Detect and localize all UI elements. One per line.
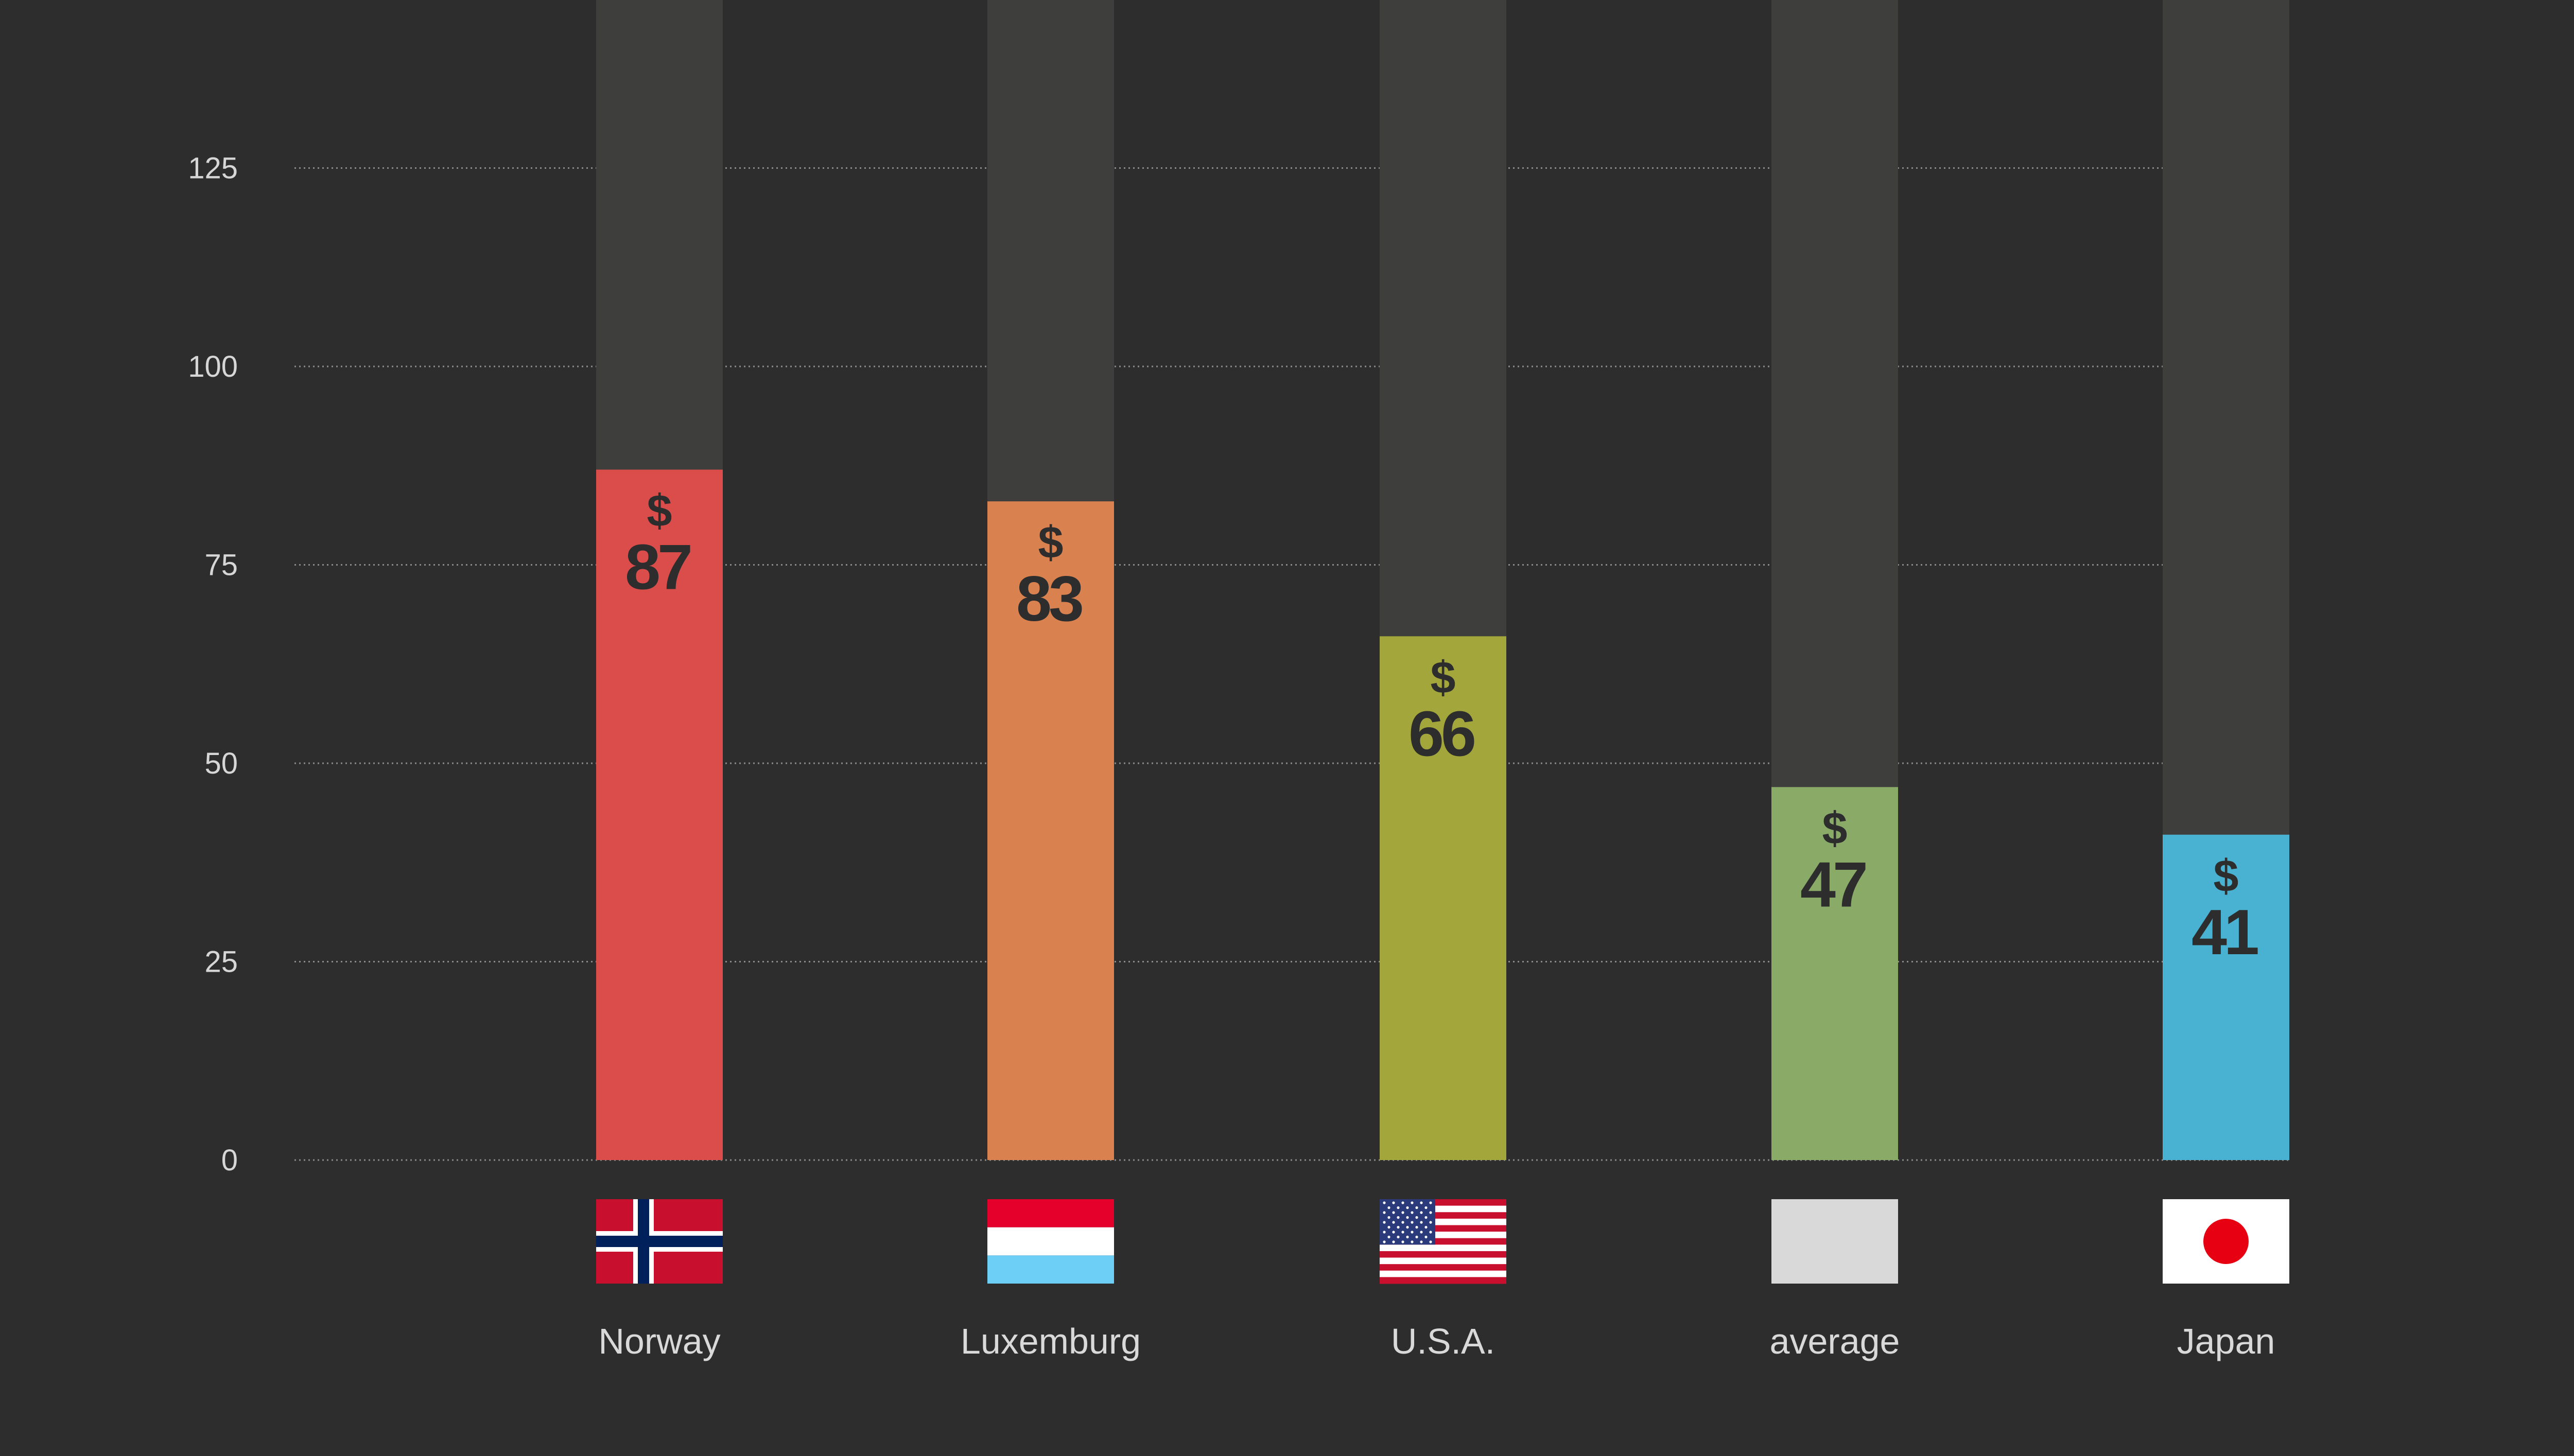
japan-flag-icon bbox=[2163, 1199, 2289, 1284]
bars bbox=[596, 469, 2289, 1161]
usa-flag-icon bbox=[1380, 1199, 1506, 1284]
bar bbox=[1380, 636, 1506, 1160]
y-tick-label: 25 bbox=[204, 945, 238, 979]
y-tick-label: 0 bbox=[221, 1144, 238, 1177]
data-label: 87 bbox=[625, 532, 690, 603]
y-tick-label: 50 bbox=[204, 747, 238, 780]
x-tick-label: Japan bbox=[2177, 1321, 2275, 1361]
data-label: 66 bbox=[1408, 698, 1474, 769]
data-label-currency: $ bbox=[2214, 850, 2239, 901]
data-label-currency: $ bbox=[1431, 652, 1456, 703]
norway-flag-icon bbox=[596, 1199, 723, 1284]
blank-flag-icon bbox=[1771, 1199, 1898, 1284]
flags bbox=[596, 1199, 2289, 1284]
y-tick-label: 100 bbox=[188, 350, 238, 383]
data-label-currency: $ bbox=[1822, 802, 1848, 853]
bar bbox=[987, 501, 1114, 1160]
bar bbox=[1771, 787, 1898, 1160]
data-label-currency: $ bbox=[1038, 517, 1064, 568]
luxembourg-flag-icon bbox=[987, 1199, 1114, 1284]
x-tick-label: Luxemburg bbox=[961, 1321, 1141, 1361]
x-tick-label: average bbox=[1770, 1321, 1900, 1361]
labels: 0 25 50 75 100 125 $87 Norway $83 Luxemburg $66 U.S… bbox=[188, 152, 2275, 1362]
y-tick-label: 75 bbox=[204, 549, 238, 582]
gridlines bbox=[294, 167, 2290, 1161]
bar bbox=[2163, 834, 2289, 1160]
data-label-currency: $ bbox=[647, 485, 672, 536]
bar bbox=[596, 469, 723, 1161]
data-label: 83 bbox=[1016, 564, 1082, 635]
data-label: 41 bbox=[2192, 897, 2258, 968]
x-tick-label: U.S.A. bbox=[1391, 1321, 1495, 1361]
y-tick-label: 125 bbox=[188, 152, 238, 185]
x-tick-label: Norway bbox=[598, 1321, 720, 1361]
data-label: 47 bbox=[1800, 849, 1866, 920]
